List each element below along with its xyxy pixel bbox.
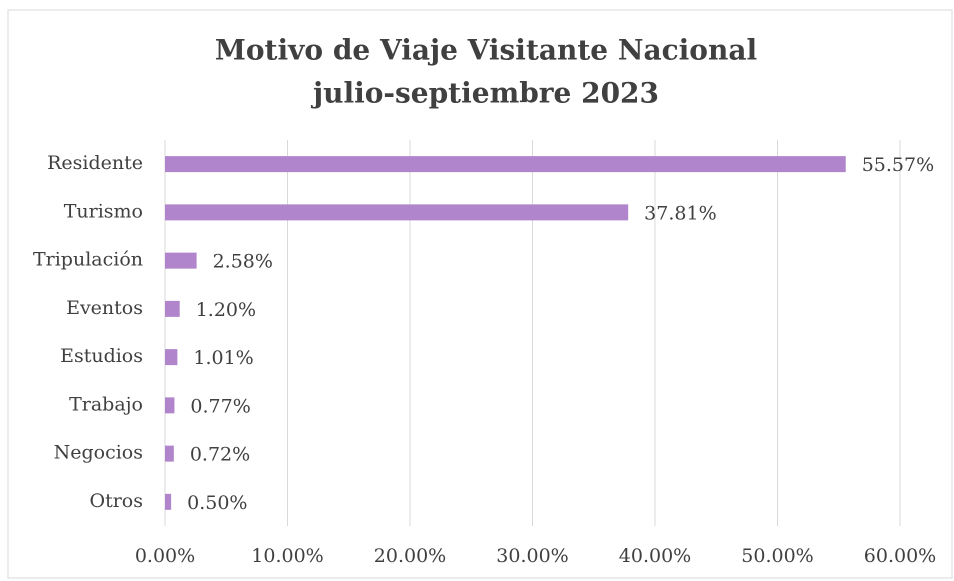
- data-label: 37.81%: [644, 202, 716, 224]
- bar: [165, 300, 180, 317]
- bar: [165, 349, 178, 366]
- bar: [165, 156, 846, 173]
- data-label: 1.20%: [196, 299, 256, 321]
- x-tick-label: 20.00%: [374, 545, 446, 567]
- y-tick-label: Turismo: [64, 200, 143, 222]
- bar: [165, 445, 174, 462]
- chart-subtitle: julio-septiembre 2023: [310, 77, 659, 110]
- data-label: 2.58%: [213, 251, 273, 273]
- y-tick-label: Eventos: [66, 297, 143, 319]
- x-tick-label: 0.00%: [135, 545, 195, 567]
- y-tick-label: Trabajo: [69, 393, 143, 415]
- bar: [165, 493, 172, 510]
- y-tick-label: Negocios: [54, 442, 143, 464]
- bar: [165, 252, 197, 269]
- y-tick-label: Residente: [47, 152, 143, 174]
- data-label: 55.57%: [862, 154, 934, 176]
- bar: [165, 204, 629, 221]
- bar: [165, 397, 175, 414]
- y-tick-label: Estudios: [60, 345, 143, 367]
- x-tick-label: 60.00%: [864, 545, 936, 567]
- data-label: 0.72%: [190, 444, 250, 466]
- y-tick-label: Otros: [90, 490, 143, 512]
- y-tick-label: Tripulación: [33, 249, 143, 271]
- data-label: 0.77%: [190, 395, 250, 417]
- chart-title: Motivo de Viaje Visitante Nacional: [215, 34, 757, 67]
- x-tick-label: 40.00%: [619, 545, 691, 567]
- x-tick-label: 10.00%: [251, 545, 323, 567]
- x-tick-label: 30.00%: [496, 545, 568, 567]
- data-label: 0.50%: [187, 492, 247, 514]
- data-label: 1.01%: [193, 347, 253, 369]
- x-tick-label: 50.00%: [741, 545, 813, 567]
